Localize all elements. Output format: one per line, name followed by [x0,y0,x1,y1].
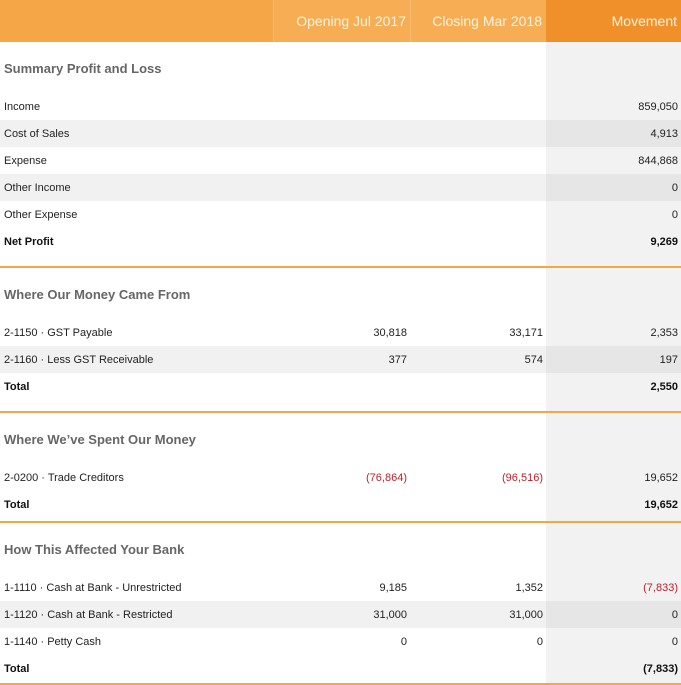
section-came-from: Where Our Money Came From 2-1150 · GST P… [0,268,681,411]
table-row[interactable]: 2-1150 · GST Payable 30,818 33,171 2,353 [0,319,681,346]
row-closing: 31,000 [509,608,543,621]
section-title: Where We’ve Spent Our Money [4,432,196,447]
row-movement: 197 [546,346,681,373]
row-label: 1-1120 · Cash at Bank - Restricted [4,608,173,621]
row-movement: 0 [546,601,681,628]
report-header: Opening Jul 2017 Closing Mar 2018 Moveme… [0,0,681,42]
row-movement: 844,868 [546,147,681,174]
total-label: Total [4,499,30,511]
row-label: Other Expense [4,208,78,221]
section-title-row: Where Our Money Came From [0,268,681,319]
row-label: Expense [4,154,47,167]
row-movement: (7,833) [546,574,681,601]
row-opening: 0 [400,635,407,648]
row-movement: 0 [546,201,681,228]
table-row[interactable]: Income 859,050 [0,93,681,120]
total-label: Total [4,663,30,675]
section-title-row: Summary Profit and Loss [0,42,681,93]
table-row[interactable]: 2-0200 · Trade Creditors (76,864) (96,51… [0,464,681,491]
row-closing: 0 [536,635,543,648]
header-movement[interactable]: Movement [546,0,681,42]
total-row[interactable]: Net Profit 9,269 [0,228,681,256]
total-label: Net Profit [4,236,54,248]
section-divider [0,411,681,413]
row-label: Income [4,100,41,113]
section-profit-loss: Summary Profit and Loss Income 859,050 C… [0,42,681,266]
row-closing: 574 [524,353,543,366]
total-movement: 19,652 [546,491,681,519]
row-movement: 19,652 [546,464,681,491]
total-movement: 9,269 [546,228,681,256]
row-closing: 1,352 [515,581,543,594]
section-title: How This Affected Your Bank [4,542,185,557]
total-label: Total [4,381,30,393]
table-row[interactable]: 1-1110 · Cash at Bank - Unrestricted 9,1… [0,574,681,601]
row-opening: 31,000 [373,608,407,621]
row-closing: (96,516) [502,471,543,484]
table-row[interactable]: Cost of Sales 4,913 [0,120,681,147]
section-bank: How This Affected Your Bank 1-1110 · Cas… [0,523,681,683]
section-divider [0,266,681,268]
table-row[interactable]: 1-1140 · Petty Cash 0 0 0 [0,628,681,655]
row-movement: 859,050 [546,93,681,120]
header-label-spacer [0,0,273,42]
header-closing[interactable]: Closing Mar 2018 [410,0,546,42]
row-label: Cost of Sales [4,127,70,140]
total-movement: (7,833) [546,655,681,683]
row-opening: (76,864) [366,471,407,484]
row-label: 2-0200 · Trade Creditors [4,471,124,484]
row-label: 1-1140 · Petty Cash [4,635,102,648]
section-divider [0,521,681,523]
total-movement: 2,550 [546,373,681,401]
table-row[interactable]: Other Income 0 [0,174,681,201]
total-row[interactable]: Total 19,652 [0,491,681,519]
row-movement: 0 [546,174,681,201]
section-title: Where Our Money Came From [4,287,191,302]
table-row[interactable]: Expense 844,868 [0,147,681,174]
section-title-row: Where We’ve Spent Our Money [0,413,681,464]
row-label: Other Income [4,181,71,194]
table-row[interactable]: Other Expense 0 [0,201,681,228]
row-opening: 9,185 [379,581,407,594]
row-label: 2-1160 · Less GST Receivable [4,353,154,366]
table-row[interactable]: 1-1120 · Cash at Bank - Restricted 31,00… [0,601,681,628]
total-row[interactable]: Total 2,550 [0,373,681,401]
row-opening: 377 [388,353,407,366]
section-title: Summary Profit and Loss [4,61,162,76]
row-closing: 33,171 [509,326,543,339]
header-opening[interactable]: Opening Jul 2017 [273,0,410,42]
row-movement: 4,913 [546,120,681,147]
total-row[interactable]: Total (7,833) [0,655,681,683]
row-movement: 0 [546,628,681,655]
row-movement: 2,353 [546,319,681,346]
table-row[interactable]: 2-1160 · Less GST Receivable 377 574 197 [0,346,681,373]
section-spent: Where We’ve Spent Our Money 2-0200 · Tra… [0,413,681,521]
row-opening: 30,818 [373,326,407,339]
section-title-row: How This Affected Your Bank [0,523,681,574]
row-label: 1-1110 · Cash at Bank - Unrestricted [4,581,182,594]
row-label: 2-1150 · GST Payable [4,326,113,339]
